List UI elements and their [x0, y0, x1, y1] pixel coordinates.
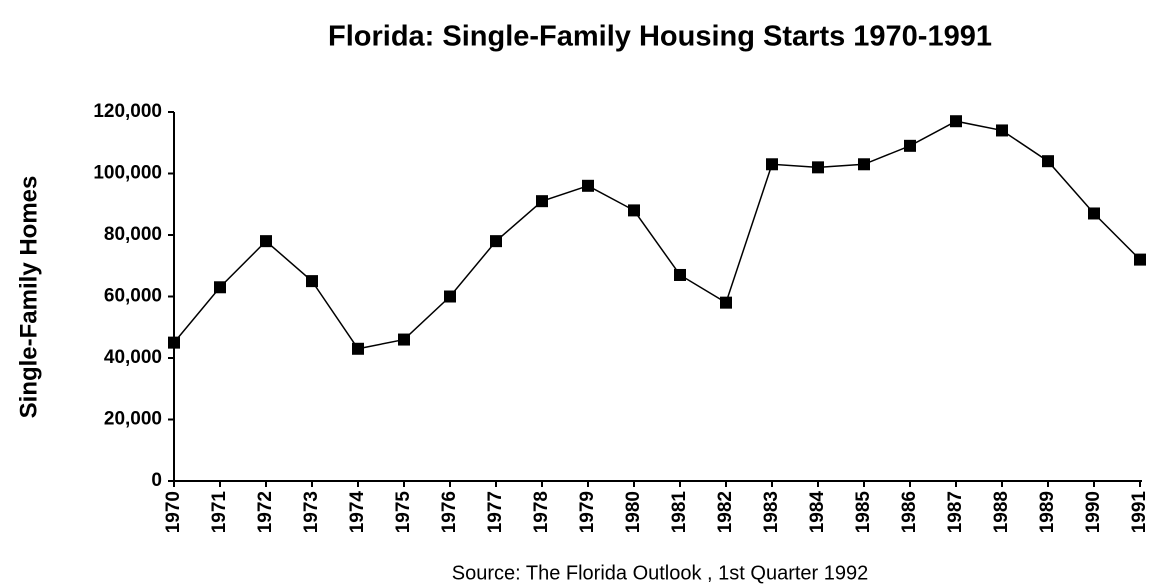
x-tick-label: 1983 [761, 491, 782, 533]
x-tick-label: 1986 [899, 491, 920, 533]
x-tick-label: 1984 [807, 491, 828, 534]
x-tick-label: 1982 [715, 491, 736, 533]
y-tick-label: 80,000 [104, 224, 162, 245]
x-tick-label: 1980 [623, 491, 644, 533]
source-note: Source: The Florida Outlook , 1st Quarte… [452, 562, 869, 584]
data-point [628, 204, 640, 217]
data-point [444, 290, 456, 303]
data-point [904, 139, 916, 152]
data-point [260, 235, 272, 248]
x-tick-label: 1987 [945, 491, 966, 533]
data-point [858, 158, 870, 171]
x-tick-label: 1970 [163, 491, 184, 533]
x-tick-label: 1985 [853, 491, 874, 534]
data-point [214, 281, 226, 294]
x-tick-label: 1974 [347, 491, 368, 534]
y-tick-label: 120,000 [93, 101, 162, 122]
y-tick-label: 100,000 [93, 163, 162, 184]
data-point [1042, 155, 1054, 168]
y-tick-label: 40,000 [104, 347, 162, 368]
data-point [950, 115, 962, 128]
x-tick-label: 1978 [531, 491, 552, 533]
data-point [1088, 207, 1100, 220]
x-tick-label: 1972 [255, 491, 276, 533]
x-tick-label: 1973 [301, 491, 322, 533]
x-tick-label: 1989 [1037, 491, 1058, 533]
chart-title: Florida: Single-Family Housing Starts 19… [328, 21, 992, 53]
data-point [306, 275, 318, 288]
y-tick-label: 20,000 [104, 409, 162, 430]
x-tick-label: 1976 [439, 491, 460, 533]
data-line [173, 120, 1141, 350]
data-point [996, 124, 1008, 137]
x-tick-label: 1991 [1129, 491, 1150, 534]
x-tick-label: 1971 [209, 491, 230, 534]
data-point [582, 179, 594, 192]
y-tick-label: 0 [151, 470, 162, 491]
x-tick-label: 1981 [669, 491, 690, 534]
data-point [674, 268, 686, 281]
x-tick-label: 1977 [485, 491, 506, 533]
data-point [536, 195, 548, 208]
x-tick-label: 1975 [393, 491, 414, 534]
x-tick-label: 1979 [577, 491, 598, 533]
y-tick-label: 60,000 [104, 286, 162, 307]
y-axis-label: Single-Family Homes [15, 176, 42, 419]
data-point [812, 161, 824, 174]
x-tick-label: 1990 [1083, 491, 1104, 533]
data-point [352, 342, 364, 355]
data-point [720, 296, 732, 309]
data-point [398, 333, 410, 346]
x-tick-label: 1988 [991, 491, 1012, 533]
data-point [490, 235, 502, 248]
data-point [168, 336, 180, 349]
data-point [1134, 253, 1146, 266]
data-point [766, 158, 778, 171]
